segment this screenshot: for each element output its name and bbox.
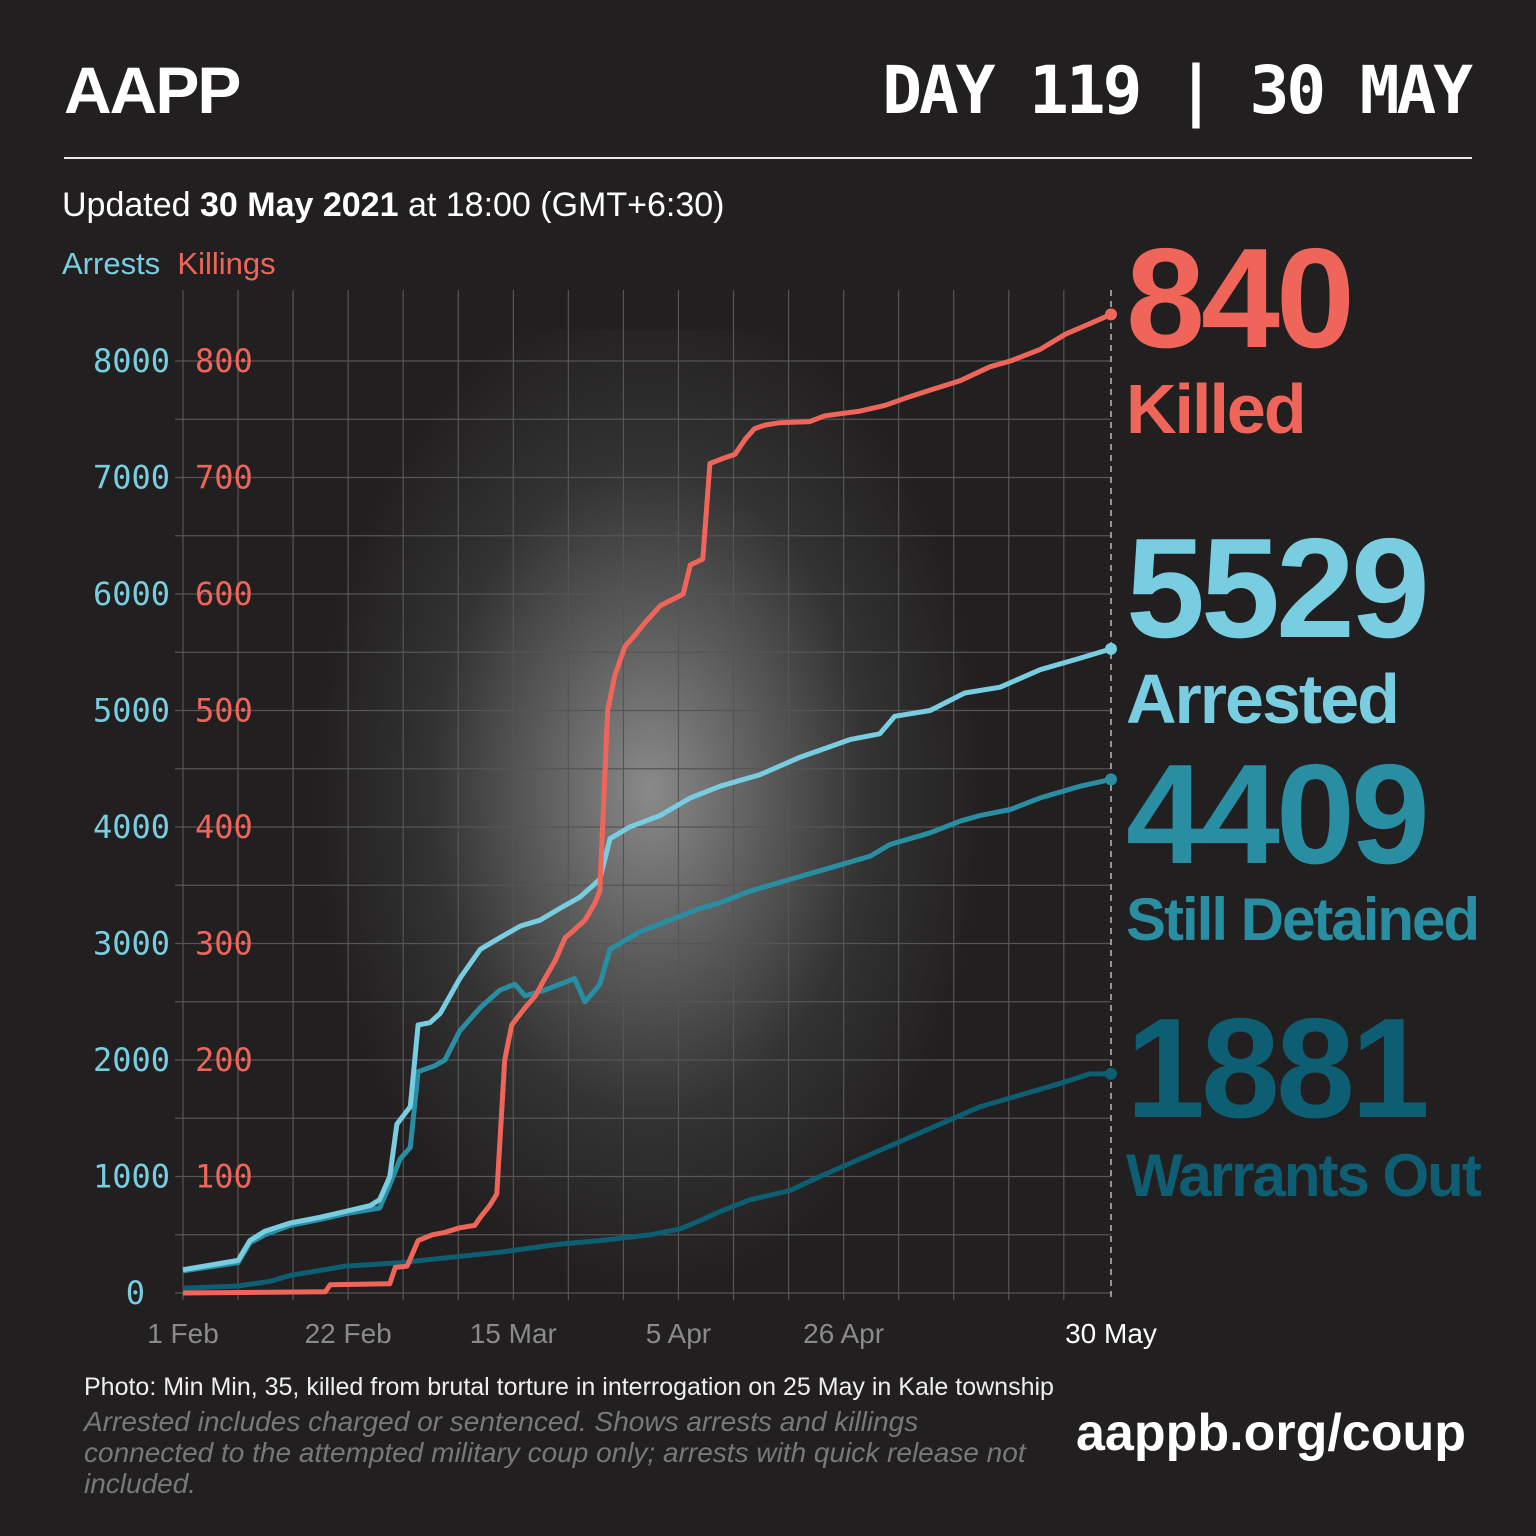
day-date-title: DAY 119 | 30 MAY [882, 52, 1473, 129]
updated-suffix: at 18:00 (GMT+6:30) [398, 186, 725, 224]
series-endpoint [1105, 1067, 1117, 1080]
stat-killed-value: 840 [1126, 219, 1355, 378]
stat-arrested-label: Arrested [1126, 660, 1400, 738]
x-tick-label: 15 Mar [470, 1318, 557, 1349]
y-tick-arrests: 2000 [93, 1041, 170, 1079]
x-tick-label: 26 Apr [803, 1318, 884, 1349]
x-tick-label: 30 May [1065, 1318, 1157, 1349]
series-endpoint [1105, 308, 1117, 321]
y-tick-arrests: 1000 [93, 1158, 170, 1196]
y-tick-killings: 200 [195, 1041, 253, 1079]
background-photo [300, 330, 1000, 1290]
legend: Arrests Killings [62, 246, 276, 282]
series-endpoint [1105, 773, 1117, 786]
updated-timestamp: Updated 30 May 2021 at 18:00 (GMT+6:30) [62, 186, 725, 225]
stat-killed-label: Killed [1126, 370, 1307, 448]
y-tick-arrests: 3000 [93, 925, 170, 963]
y-tick-killings: 100 [195, 1158, 253, 1196]
y-tick-arrests: 8000 [93, 342, 170, 380]
photo-caption: Photo: Min Min, 35, killed from brutal t… [84, 1373, 1054, 1401]
y-tick-killings: 300 [195, 925, 253, 963]
y-tick-arrests: 4000 [93, 808, 170, 846]
x-tick-label: 5 Apr [646, 1318, 711, 1349]
series-line-killed [182, 312, 1113, 1296]
series-line-arrested [182, 646, 1112, 1273]
aapp-logo: AAPP [64, 53, 241, 127]
y-tick-killings: 800 [195, 342, 253, 380]
x-tick-label: 1 Feb [147, 1318, 219, 1349]
y-tick-arrests: 7000 [93, 459, 170, 497]
series-endpoint [1105, 642, 1117, 655]
y-tick-killings: 500 [195, 692, 253, 730]
stat-detained-value: 4409 [1126, 735, 1430, 894]
stat-warrants-value: 1881 [1126, 989, 1430, 1148]
series-line-warrants-out [182, 1071, 1111, 1291]
legend-killings: Killings [177, 246, 276, 281]
stat-detained-label: Still Detained [1126, 886, 1480, 953]
y-tick-killings: 600 [195, 575, 253, 613]
stat-warrants-label: Warrants Out [1126, 1142, 1482, 1209]
stat-arrested-value: 5529 [1126, 509, 1430, 668]
x-tick-label: 22 Feb [305, 1318, 392, 1349]
website-url[interactable]: aappb.org/coup [1076, 1404, 1466, 1462]
y-tick-arrests: 0 [126, 1274, 145, 1312]
y-tick-killings: 700 [195, 459, 253, 497]
y-tick-arrests: 6000 [93, 575, 170, 613]
legend-arrests: Arrests [62, 246, 161, 281]
methodology-note: Arrested includes charged or sentenced. … [84, 1406, 1026, 1499]
updated-prefix: Updated [62, 186, 200, 224]
y-tick-killings: 400 [195, 808, 253, 846]
header-divider [64, 157, 1472, 159]
updated-date: 30 May 2021 [200, 186, 399, 224]
series-line-still-detained [182, 776, 1112, 1274]
y-tick-arrests: 5000 [93, 692, 170, 730]
